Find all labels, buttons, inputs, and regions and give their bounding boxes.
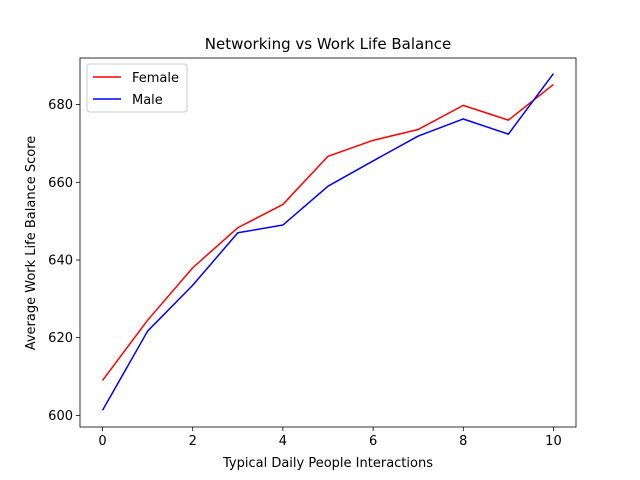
plot-area: 0 2 4 6 8 10 600 620 640 660 680 [48,57,577,449]
legend-label-male: Male [132,93,163,108]
chart-title: Networking vs Work Life Balance [205,35,451,53]
series-line-female [101,83,554,381]
x-tick-label: 4 [279,434,287,449]
y-axis-label: Average Work Life Balance Score [24,136,39,351]
y-tick-label: 600 [48,409,73,424]
y-tick-label: 640 [48,253,73,268]
x-tick-label: 10 [545,434,562,449]
axes-frame [79,57,577,428]
x-tick-label: 0 [98,434,106,449]
x-tick-label: 2 [189,434,197,449]
x-tick-label: 8 [459,434,467,449]
y-tick-label: 620 [48,331,73,346]
legend: Female Male [86,63,188,113]
x-tick-label: 6 [369,434,377,449]
legend-label-female: Female [132,71,179,86]
series-line-male [101,73,555,411]
y-tick-label: 680 [48,98,73,113]
y-tick-label: 660 [48,176,73,191]
x-axis-label: Typical Daily People Interactions [222,456,433,471]
legend-box [86,63,188,113]
